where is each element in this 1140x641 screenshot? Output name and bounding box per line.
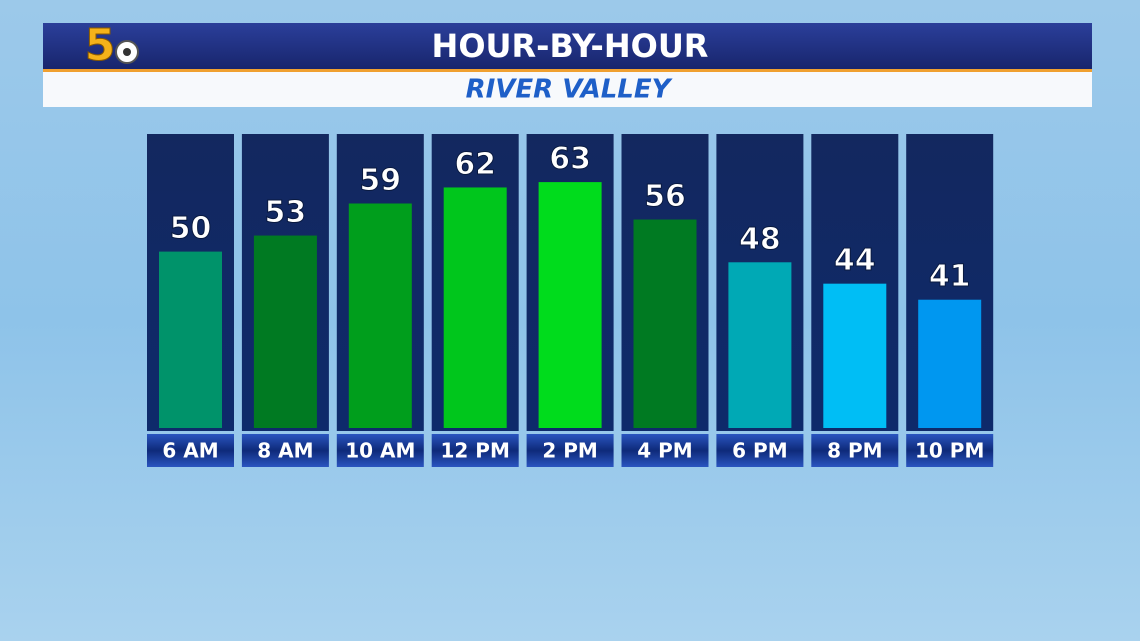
value-label: 41	[929, 259, 971, 294]
value-label: 48	[739, 222, 781, 257]
x-tick-label: 12 PM	[441, 439, 510, 463]
category-band	[716, 434, 804, 467]
value-label: 50	[170, 211, 212, 246]
x-tick-label: 6 AM	[162, 439, 218, 463]
value-label: 63	[549, 142, 591, 177]
x-tick-label: 10 AM	[345, 439, 415, 463]
bar	[918, 299, 982, 428]
value-label: 53	[265, 195, 307, 230]
header-stripe	[43, 69, 1092, 72]
category-band	[241, 434, 329, 467]
value-label: 59	[359, 163, 401, 198]
category-band	[906, 434, 994, 467]
x-tick-label: 4 PM	[637, 439, 692, 463]
category-band	[621, 434, 709, 467]
value-label: 56	[644, 179, 686, 214]
category-band	[526, 434, 614, 467]
x-tick-label: 8 PM	[827, 439, 882, 463]
x-tick-label: 6 PM	[732, 439, 787, 463]
logo: 5	[85, 20, 116, 71]
bar	[538, 182, 602, 428]
value-label: 62	[454, 147, 496, 182]
bar	[159, 251, 222, 428]
logo-pupil	[123, 48, 131, 56]
category-band	[336, 434, 424, 467]
subtitle-band	[43, 72, 1092, 107]
category-band	[431, 434, 519, 467]
bar	[348, 203, 412, 428]
bar	[443, 187, 507, 428]
value-label: 44	[834, 243, 876, 278]
chart-subtitle: RIVER VALLEY	[466, 75, 674, 105]
x-tick-label: 8 AM	[257, 439, 313, 463]
bar	[253, 235, 317, 428]
x-tick-label: 2 PM	[542, 439, 597, 463]
category-band	[147, 434, 234, 467]
x-tick-label: 10 PM	[915, 439, 984, 463]
category-band	[811, 434, 899, 467]
chart-title: HOUR-BY-HOUR	[432, 27, 709, 65]
bar	[633, 219, 697, 428]
bar	[823, 283, 887, 428]
bar	[728, 262, 792, 428]
header-band	[43, 23, 1092, 71]
